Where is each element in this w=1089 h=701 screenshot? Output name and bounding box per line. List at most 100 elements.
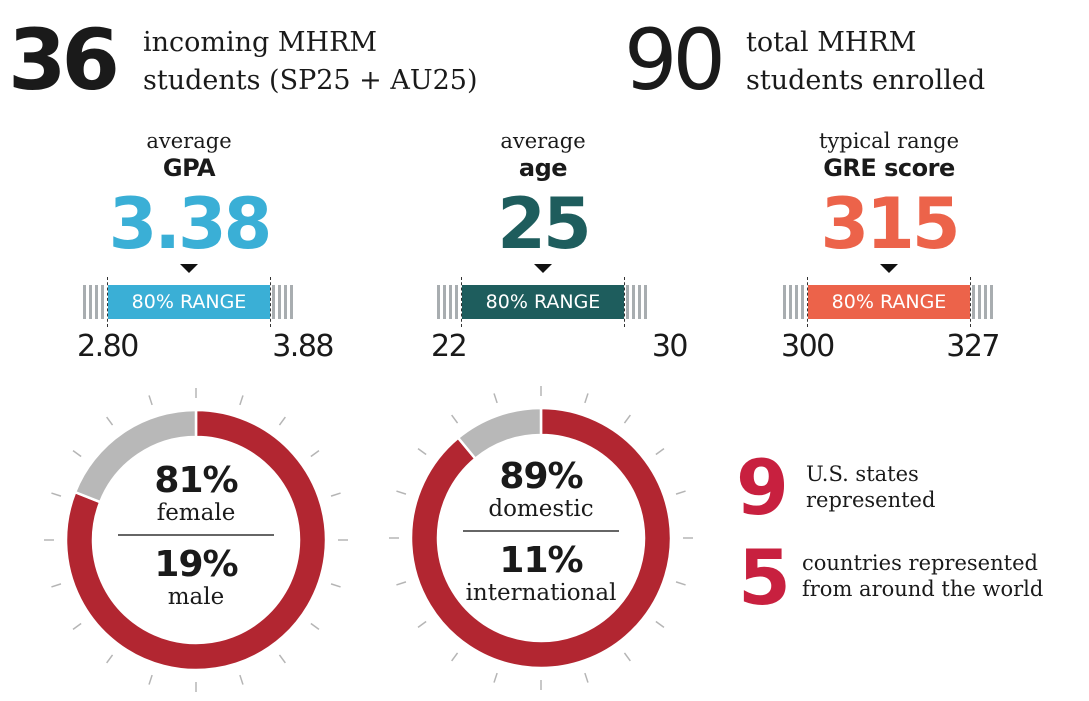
range-hatch-right — [272, 285, 296, 319]
stat-value: 315 — [820, 183, 960, 265]
states-label: U.S. states represented — [806, 461, 935, 513]
residency-donut-labels: 89% domestic 11% international — [421, 458, 661, 606]
total-count: 90 — [624, 11, 726, 109]
incoming-label-line2: students (SP25 + AU25) — [143, 65, 478, 96]
stat-value: 25 — [497, 183, 591, 265]
tick-mark — [584, 393, 589, 404]
gender-donut — [44, 388, 348, 692]
marker-triangle-icon — [534, 264, 552, 273]
stat-label-top: typical range — [818, 129, 960, 153]
tick-mark — [623, 652, 631, 662]
range-end-line — [270, 277, 271, 327]
tick-mark — [655, 620, 665, 628]
stat-age: average age 25 80% RANGE 22 30 — [383, 128, 703, 364]
range-high: 327 — [946, 329, 1000, 364]
stat-label-main: GPA — [162, 154, 216, 182]
stat-gre-score: typical range GRE score 315 80% RANGE 30… — [729, 128, 1049, 364]
states-label-line1: U.S. states — [806, 462, 919, 486]
range-hatch-left — [83, 285, 107, 319]
domestic-percent: 89% — [499, 456, 583, 497]
tick-mark — [655, 448, 665, 456]
male-label: male — [167, 584, 225, 610]
range-high: 3.88 — [272, 329, 334, 364]
stat-label-top: average — [146, 129, 232, 153]
range-fill: 80% RANGE — [462, 285, 624, 319]
donut-slice-international — [456, 406, 543, 461]
tick-mark — [451, 652, 459, 662]
tick-mark — [106, 416, 114, 426]
range-end-line — [970, 277, 971, 327]
range-bar: 80% RANGE 2.80 3.88 — [29, 277, 349, 364]
domestic-label: domestic — [488, 496, 594, 522]
incoming-count: 36 — [8, 11, 120, 109]
range-low: 300 — [781, 329, 835, 364]
tick-mark — [148, 674, 153, 685]
range-bar: 80% RANGE 300 327 — [729, 277, 1049, 364]
stat-value: 3.38 — [108, 183, 273, 265]
divider — [118, 534, 274, 536]
tick-mark — [623, 414, 631, 424]
tick-mark — [72, 622, 82, 630]
tick-mark — [396, 490, 407, 495]
stat-label-main: GRE score — [823, 154, 955, 182]
countries-label-line2: from around the world — [802, 577, 1044, 601]
stat-label-top: average — [500, 129, 586, 153]
states-count: 9 — [736, 443, 789, 532]
range-low: 22 — [431, 329, 468, 364]
tick-mark — [451, 414, 459, 424]
tick-mark — [310, 450, 320, 458]
international-label: international — [465, 580, 617, 606]
divider — [463, 530, 619, 532]
tick-mark — [493, 393, 498, 404]
residency-donut — [389, 386, 693, 690]
tick-mark — [417, 448, 427, 456]
range-start-line — [107, 277, 108, 327]
female-label: female — [156, 500, 236, 526]
total-label: total MHRM students enrolled — [746, 24, 985, 100]
tick-mark — [310, 622, 320, 630]
range-start-line — [461, 277, 462, 327]
tick-mark — [417, 620, 427, 628]
tick-mark — [675, 581, 686, 586]
marker-triangle-icon — [880, 264, 898, 273]
range-start-line — [807, 277, 808, 327]
incoming-label-line1: incoming MHRM — [143, 27, 378, 58]
tick-mark — [72, 450, 82, 458]
total-label-line1: total MHRM — [746, 27, 917, 58]
countries-label: countries represented from around the wo… — [802, 550, 1043, 602]
donut-slice-female — [64, 408, 328, 672]
international-percent: 11% — [499, 540, 583, 581]
range-high: 30 — [651, 329, 689, 364]
range-low: 2.80 — [77, 329, 139, 364]
tick-mark — [330, 583, 341, 588]
range-hatch-left — [783, 285, 807, 319]
total-label-line2: students enrolled — [746, 65, 986, 96]
tick-mark — [396, 581, 407, 586]
tick-mark — [584, 672, 589, 683]
tick-mark — [493, 672, 498, 683]
incoming-label: incoming MHRM students (SP25 + AU25) — [143, 24, 478, 100]
marker-triangle-icon — [180, 264, 198, 273]
tick-mark — [239, 674, 244, 685]
donut-slice-domestic — [409, 406, 673, 670]
donut-slice-male — [73, 408, 198, 504]
range-fill: 80% RANGE — [108, 285, 270, 319]
tick-mark — [51, 492, 62, 497]
states-label-line2: represented — [806, 488, 936, 512]
range-bar: 80% RANGE 22 30 — [383, 277, 703, 364]
range-hatch-right — [626, 285, 650, 319]
gender-donut-labels: 81% female 19% male — [76, 462, 316, 610]
female-percent: 81% — [154, 460, 238, 501]
stat-gpa: average GPA 3.38 80% RANGE 2.80 3.88 — [29, 128, 349, 364]
tick-mark — [278, 654, 286, 664]
countries-count: 5 — [738, 533, 791, 622]
countries-label-line1: countries represented — [802, 551, 1038, 575]
range-end-line — [624, 277, 625, 327]
tick-mark — [239, 395, 244, 406]
tick-mark — [148, 395, 153, 406]
tick-mark — [51, 583, 62, 588]
tick-mark — [675, 490, 686, 495]
range-hatch-right — [972, 285, 996, 319]
tick-mark — [330, 492, 341, 497]
